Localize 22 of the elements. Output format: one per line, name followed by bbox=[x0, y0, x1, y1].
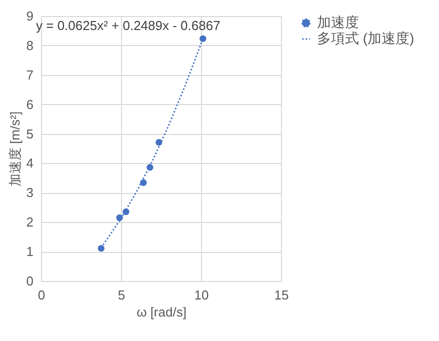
point bbox=[140, 179, 147, 186]
point bbox=[98, 244, 105, 252]
point bbox=[200, 35, 206, 42]
x-tick-label: 0 bbox=[38, 288, 46, 302]
x-tick-label: 15 bbox=[274, 288, 289, 302]
legend-label: 加速度 bbox=[317, 14, 359, 30]
y-tick-label: 1 bbox=[26, 244, 34, 260]
y-tick-label: 7 bbox=[26, 67, 34, 82]
annotation: y = 0.0625x² + 0.2489x - 0.6867 bbox=[36, 18, 220, 33]
y-tick-label: 4 bbox=[26, 156, 34, 171]
y-tick-label: 6 bbox=[26, 96, 34, 112]
y-tick-label: 3 bbox=[26, 185, 34, 200]
y-tick-label: 5 bbox=[26, 126, 34, 142]
y-tick-label: 9 bbox=[26, 8, 34, 24]
legend-label: 多項式 (加速度) bbox=[317, 30, 414, 46]
x-axis-title: ω [rad/s] bbox=[136, 304, 186, 320]
y-tick-label: 8 bbox=[26, 38, 34, 53]
x-tick-label: 5 bbox=[118, 288, 126, 302]
y-tick-label: 0 bbox=[26, 274, 34, 288]
y-tick-label: 2 bbox=[26, 214, 34, 230]
x-tick-label: 10 bbox=[194, 288, 209, 302]
y-axis-title: 加速度 [m/s²] bbox=[7, 111, 22, 187]
